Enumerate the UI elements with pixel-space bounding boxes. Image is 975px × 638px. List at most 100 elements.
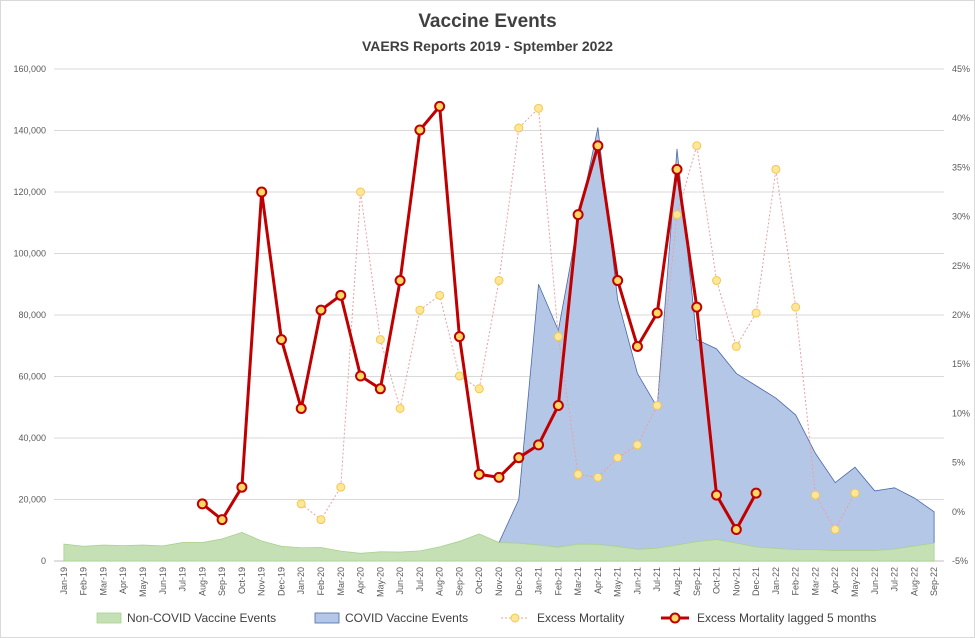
excess-mortality-point — [415, 305, 425, 315]
x-tick-label: Mar-21 — [573, 567, 583, 596]
y-right-tick-label: 25% — [952, 261, 970, 271]
legend-label: Excess Mortality — [537, 611, 624, 625]
excess-mortality-point — [534, 103, 544, 113]
excess-mortality-lagged-point — [256, 186, 268, 198]
excess-mortality-point — [593, 472, 603, 482]
excess-mortality-point — [731, 341, 741, 351]
y-left-tick-label: 100,000 — [13, 249, 46, 259]
excess-mortality-lagged-point — [513, 452, 525, 464]
y-right-tick-label: 30% — [952, 212, 970, 222]
x-tick-label: Jul-20 — [415, 567, 425, 592]
excess-mortality-lagged-point — [493, 471, 505, 483]
excess-mortality-lagged-point — [216, 514, 228, 526]
x-tick-label: May-21 — [613, 567, 623, 597]
x-tick-label: Apr-21 — [593, 567, 603, 594]
excess-mortality-point — [316, 515, 326, 525]
y-right-tick-label: 45% — [952, 64, 970, 74]
y-left-tick-label: 20,000 — [18, 495, 46, 505]
x-tick-label: Jan-19 — [59, 567, 69, 595]
x-tick-label: Sep-19 — [217, 567, 227, 596]
x-tick-label: Nov-19 — [257, 567, 267, 596]
excess-mortality-point — [692, 141, 702, 151]
excess-mortality-point — [514, 123, 524, 133]
excess-mortality-lagged-point — [533, 439, 545, 451]
x-tick-label: Nov-20 — [494, 567, 504, 596]
excess-mortality-lagged-point — [434, 100, 446, 112]
excess-mortality-lagged-point — [236, 481, 248, 493]
x-tick-label: Sep-21 — [692, 567, 702, 596]
x-tick-label: Dec-20 — [514, 567, 524, 596]
x-tick-label: Feb-19 — [79, 567, 89, 596]
covid-area — [498, 127, 935, 562]
y-right-tick-label: 5% — [952, 458, 965, 468]
y-left-tick-label: 160,000 — [13, 64, 46, 74]
excess-mortality-lagged-point — [394, 275, 406, 287]
y-right-tick-label: 20% — [952, 310, 970, 320]
y-right-tick-label: 0% — [952, 507, 965, 517]
excess-mortality-lagged-point — [572, 209, 584, 221]
y-right-tick-label: -5% — [952, 556, 968, 566]
excess-mortality-lagged-point — [612, 275, 624, 287]
y-left-tick-label: 60,000 — [18, 372, 46, 382]
x-tick-label: Jun-22 — [870, 567, 880, 595]
excess-mortality-point — [632, 440, 642, 450]
legend-label: Non-COVID Vaccine Events — [127, 611, 276, 625]
non-covid-area — [63, 531, 935, 562]
excess-mortality-point — [356, 187, 366, 197]
x-tick-label: Jan-22 — [771, 567, 781, 595]
excess-mortality-lagged-point — [711, 489, 723, 501]
x-tick-label: Jul-22 — [890, 567, 900, 592]
y-right-tick-label: 10% — [952, 408, 970, 418]
excess-mortality-lagged-point — [315, 304, 327, 316]
excess-mortality-point — [810, 490, 820, 500]
excess-mortality-lagged-point — [275, 334, 287, 346]
x-tick-label: May-19 — [138, 567, 148, 597]
x-tick-label: Aug-22 — [909, 567, 919, 596]
excess-mortality-point — [395, 403, 405, 413]
excess-mortality-lagged-point — [651, 307, 663, 319]
legend-label: Excess Mortality lagged 5 months — [697, 611, 876, 625]
excess-mortality-point — [296, 499, 306, 509]
y-left-tick-label: 0 — [41, 556, 46, 566]
x-tick-label: Jun-20 — [395, 567, 405, 595]
excess-mortality-lagged-point — [750, 487, 762, 499]
y-left-tick-label: 80,000 — [18, 310, 46, 320]
excess-mortality-lagged-point — [552, 400, 564, 412]
legend-label: COVID Vaccine Events — [345, 611, 468, 625]
excess-mortality-point — [553, 332, 563, 342]
legend-swatch-marker — [669, 612, 681, 624]
excess-mortality-point — [613, 453, 623, 463]
y-right-tick-label: 15% — [952, 359, 970, 369]
y-left-tick-label: 40,000 — [18, 433, 46, 443]
excess-mortality-point — [474, 384, 484, 394]
excess-mortality-point — [712, 276, 722, 286]
excess-mortality-point — [771, 164, 781, 174]
excess-mortality-point — [435, 290, 445, 300]
x-tick-label: Aug-19 — [197, 567, 207, 596]
excess-mortality-point — [454, 371, 464, 381]
x-tick-label: Jul-21 — [652, 567, 662, 592]
x-tick-label: Sep-22 — [929, 567, 939, 596]
x-tick-label: Jan-20 — [296, 567, 306, 595]
y-left-tick-label: 120,000 — [13, 187, 46, 197]
x-tick-label: May-22 — [850, 567, 860, 597]
excess-mortality-point — [791, 302, 801, 312]
excess-mortality-point — [751, 308, 761, 318]
x-tick-label: Apr-19 — [118, 567, 128, 594]
x-tick-label: Oct-21 — [712, 567, 722, 594]
excess-mortality-point — [375, 335, 385, 345]
x-tick-label: Apr-22 — [830, 567, 840, 594]
x-tick-label: Sep-20 — [454, 567, 464, 596]
excess-mortality-lagged-point — [473, 468, 485, 480]
x-tick-label: Oct-19 — [237, 567, 247, 594]
legend-swatch — [96, 612, 122, 624]
x-tick-label: Jan-21 — [534, 567, 544, 595]
chart-title: Vaccine Events — [418, 11, 557, 32]
excess-mortality-lagged-point — [631, 340, 643, 352]
excess-mortality-lagged-point — [196, 498, 208, 510]
x-tick-label: Oct-20 — [474, 567, 484, 594]
x-tick-label: Feb-21 — [553, 567, 563, 596]
excess-mortality-point — [494, 276, 504, 286]
